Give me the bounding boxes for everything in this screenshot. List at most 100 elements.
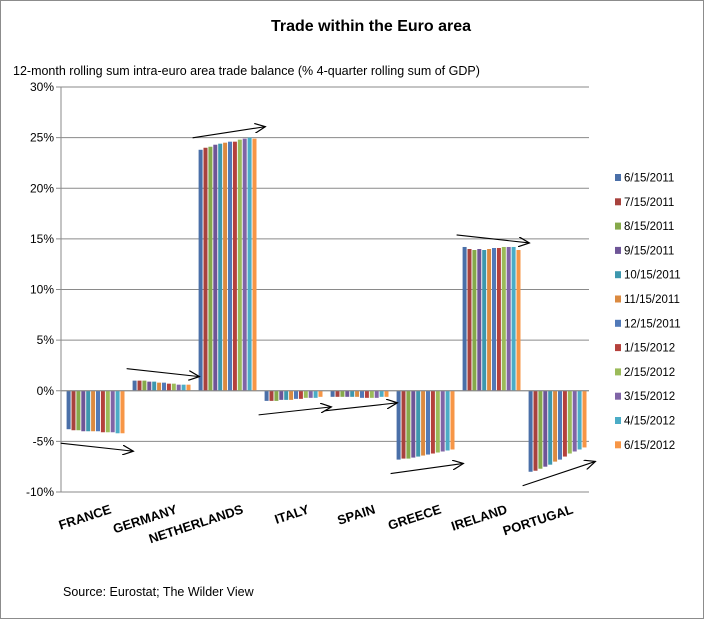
- bar-germany-10: [176, 384, 181, 391]
- y-tick-label: -5%: [33, 434, 55, 448]
- bar-greece-3: [406, 390, 411, 459]
- bar-portugal-4: [543, 390, 548, 467]
- legend-swatch: [615, 198, 621, 206]
- trend-arrow: [192, 127, 266, 139]
- bar-portugal-3: [538, 390, 543, 469]
- legend-label: 3/15/2012: [624, 391, 675, 403]
- bar-ireland-10: [506, 246, 511, 391]
- bar-spain-11: [379, 390, 384, 397]
- bar-ireland-12: [516, 250, 521, 391]
- trend-arrow: [522, 461, 596, 487]
- bar-greece-1: [396, 390, 401, 460]
- bar-italy-6: [289, 390, 294, 400]
- bar-greece-5: [416, 390, 421, 457]
- bar-france-5: [86, 390, 91, 432]
- bar-ireland-1: [462, 246, 467, 391]
- bar-netherlands-8: [232, 141, 237, 391]
- bar-germany-5: [152, 381, 157, 391]
- bar-italy-12: [318, 390, 323, 397]
- bar-germany-1: [132, 380, 137, 391]
- bar-france-6: [91, 390, 96, 432]
- bar-france-12: [120, 390, 125, 434]
- bar-netherlands-1: [198, 149, 203, 391]
- bar-spain-5: [350, 390, 355, 397]
- bar-italy-7: [294, 390, 298, 399]
- bar-france-8: [100, 390, 105, 433]
- chart-title: Trade within the Euro area: [271, 18, 471, 35]
- y-tick-label: 5%: [37, 333, 55, 347]
- trend-arrows: [60, 127, 596, 487]
- bar-france-1: [66, 390, 71, 430]
- bar-ireland-7: [492, 247, 496, 391]
- legend-swatch: [615, 271, 621, 279]
- legend-label: 6/15/2012: [624, 440, 675, 452]
- bar-greece-7: [426, 390, 430, 455]
- legend-label: 8/15/2011: [624, 221, 674, 233]
- bar-france-10: [110, 390, 115, 433]
- bar-netherlands-10: [242, 138, 247, 391]
- bar-italy-5: [284, 390, 289, 400]
- bar-spain-2: [335, 390, 340, 397]
- legend-swatch: [615, 344, 621, 352]
- bar-ireland-6: [487, 249, 492, 391]
- bar-germany-8: [166, 383, 171, 391]
- bar-portugal-6: [553, 390, 558, 462]
- bar-ireland-2: [467, 249, 472, 391]
- legend: 6/15/2011 7/15/2011 8/15/2011 9/15/2011 10/1…: [615, 173, 681, 452]
- bar-ireland-11: [511, 246, 516, 391]
- bar-greece-12: [450, 390, 455, 450]
- bar-greece-8: [430, 390, 435, 454]
- bar-germany-7: [162, 382, 166, 391]
- bar-spain-10: [374, 390, 379, 398]
- legend-label: 1/15/2012: [624, 343, 675, 355]
- x-tick-label: GREECE: [386, 501, 443, 532]
- bar-germany-12: [186, 384, 191, 391]
- bar-netherlands-9: [237, 139, 242, 391]
- bar-france-9: [105, 390, 110, 433]
- bar-ireland-8: [496, 247, 501, 391]
- bar-spain-7: [360, 390, 364, 398]
- bar-spain-8: [364, 390, 369, 398]
- y-tick-label: 15%: [30, 232, 54, 246]
- legend-label: 12/15/2011: [624, 318, 681, 330]
- bars: [66, 137, 587, 472]
- bar-germany-4: [147, 381, 152, 391]
- bar-france-4: [81, 390, 86, 432]
- bar-greece-4: [411, 390, 416, 458]
- bar-ireland-3: [472, 250, 477, 391]
- bar-france-7: [96, 390, 100, 432]
- bar-netherlands-5: [218, 143, 223, 391]
- bar-germany-3: [142, 380, 147, 391]
- bar-ireland-4: [477, 249, 482, 391]
- axes: [60, 87, 589, 492]
- y-tick-label: 20%: [30, 181, 54, 195]
- y-tick-label: 30%: [30, 80, 54, 94]
- legend-swatch: [615, 174, 621, 181]
- bar-italy-4: [279, 390, 284, 400]
- bar-italy-11: [313, 390, 318, 398]
- bar-spain-9: [369, 390, 374, 398]
- x-tick-label: FRANCE: [57, 501, 113, 532]
- trend-arrow: [126, 368, 200, 377]
- bar-portugal-7: [558, 390, 562, 460]
- y-tick-label: 25%: [30, 131, 54, 145]
- bar-greece-2: [401, 390, 406, 459]
- y-tick-label: 0%: [37, 384, 55, 398]
- legend-swatch: [615, 368, 621, 376]
- legend-label: 9/15/2011: [624, 245, 674, 257]
- trend-arrow: [60, 442, 134, 451]
- bar-italy-10: [308, 390, 313, 398]
- legend-label: 4/15/2012: [624, 416, 675, 428]
- bar-germany-6: [157, 382, 162, 391]
- trend-arrow: [258, 407, 332, 416]
- bar-greece-6: [421, 390, 426, 456]
- bar-greece-9: [435, 390, 440, 453]
- bar-germany-11: [181, 384, 186, 391]
- legend-swatch: [615, 417, 621, 424]
- trend-arrow: [456, 234, 530, 243]
- bar-italy-3: [274, 390, 279, 401]
- bar-germany-2: [137, 380, 142, 391]
- bar-spain-1: [330, 390, 335, 397]
